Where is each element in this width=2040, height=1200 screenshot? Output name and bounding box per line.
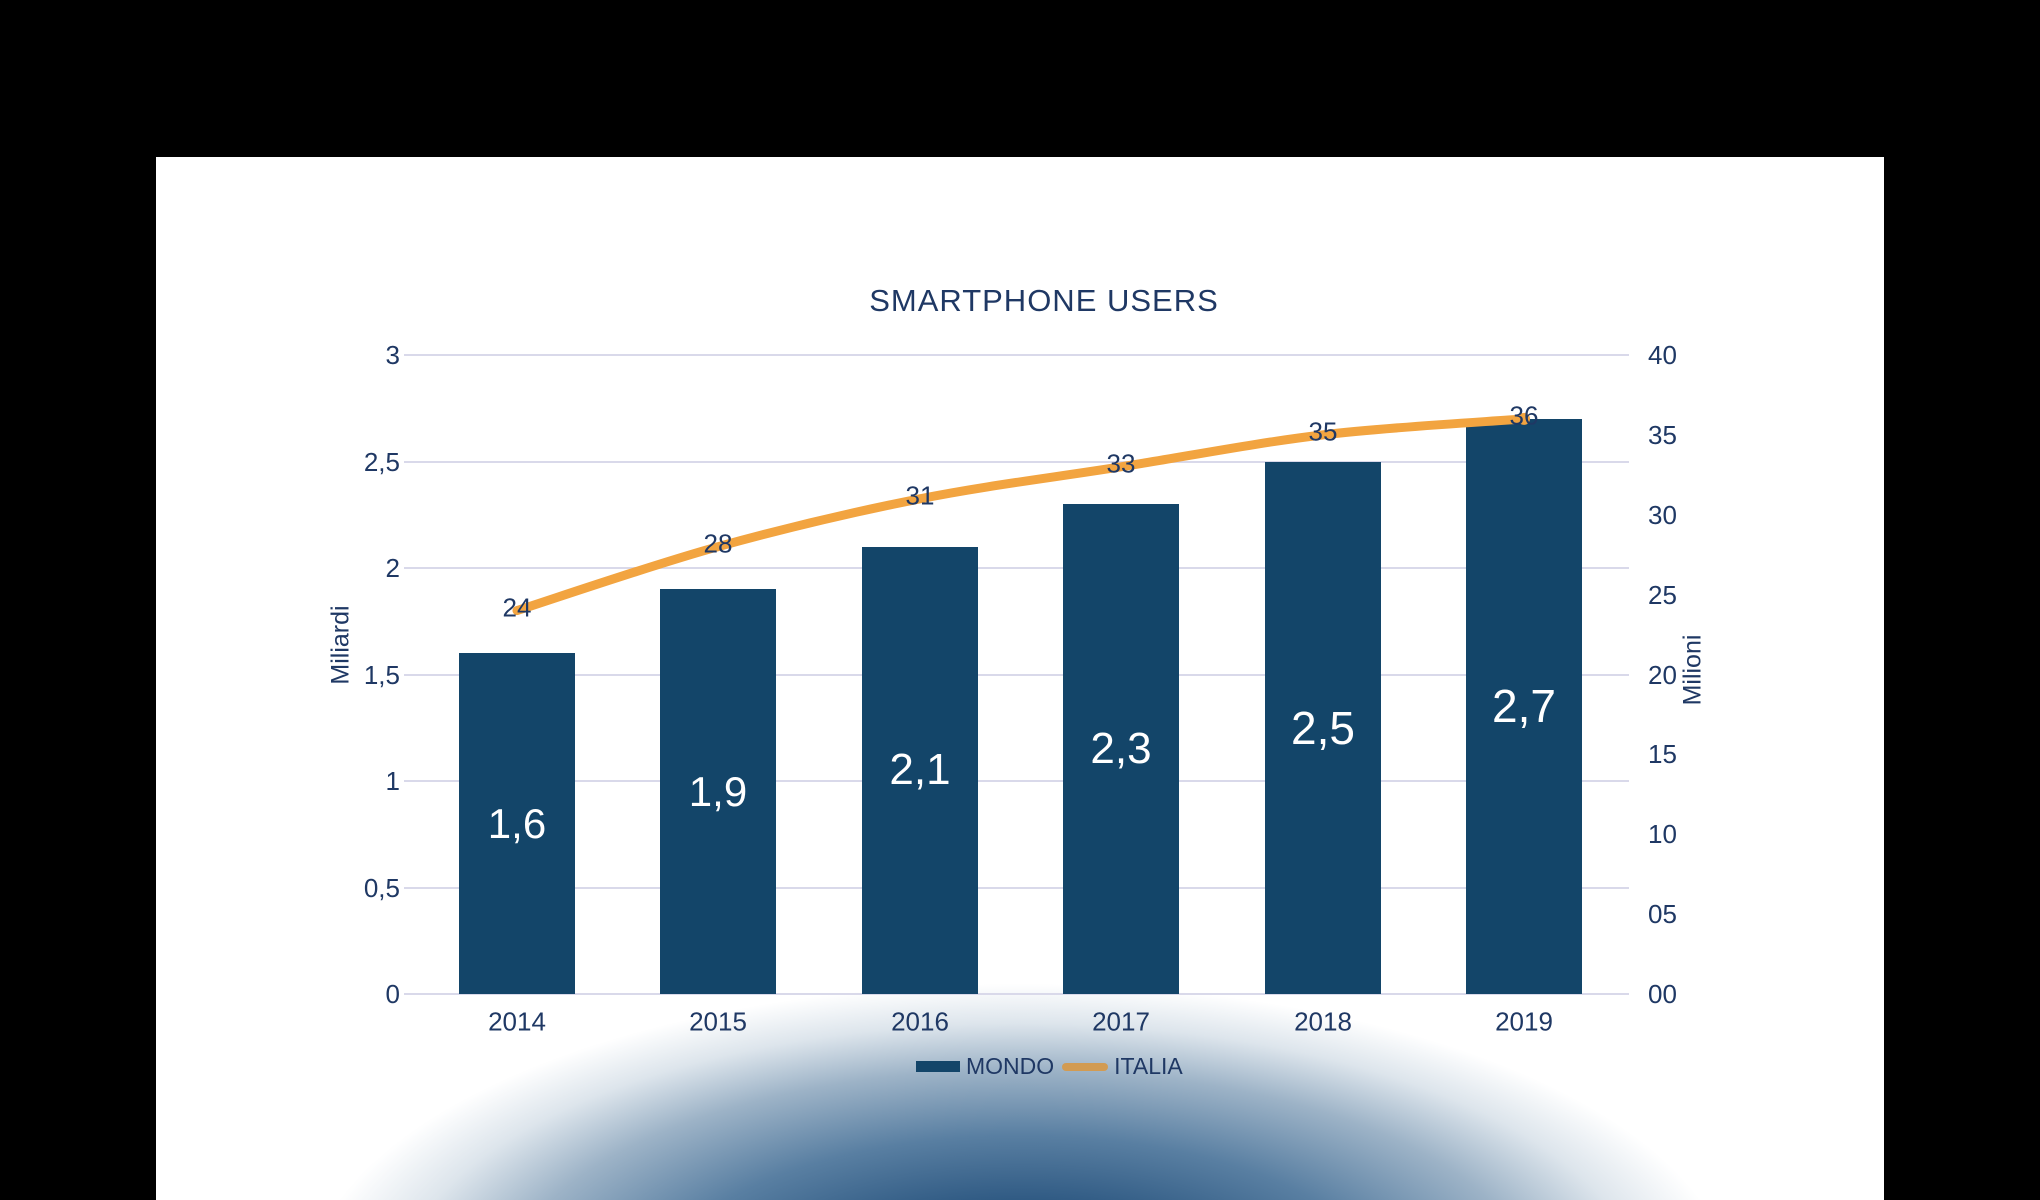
right-axis-tick-label: 00 <box>1648 979 1677 1009</box>
bar-2015: 1,9 <box>660 589 776 994</box>
legend-bar-swatch <box>916 1061 960 1072</box>
x-axis-label-2015: 2015 <box>689 1006 747 1037</box>
chart-legend: MONDO ITALIA <box>916 1055 1183 1078</box>
right-axis-tick-label: 35 <box>1648 419 1677 450</box>
right-axis-tick-label: 25 <box>1648 579 1677 610</box>
left-axis-tick-label: 1 <box>385 766 400 796</box>
plot-area: 3 2,5 2 1,5 1 0,5 0 40 35 30 25 20 15 10 05 00 1,6 1,9 2,1… <box>156 157 1884 1200</box>
chart-title: SMARTPHONE USERS <box>869 283 1219 318</box>
line-series-path <box>512 414 1529 616</box>
line-point-label-2018: 35 <box>1308 416 1338 447</box>
left-axis-tick-label: 2,5 <box>363 446 400 477</box>
bar-2018: 2,5 <box>1265 461 1381 994</box>
legend-label: ITALIA <box>1114 1053 1183 1079</box>
x-axis-label-2018: 2018 <box>1294 1006 1352 1037</box>
bar-value-label: 2,7 <box>1492 680 1556 733</box>
left-axis-tick-label: 3 <box>385 340 400 370</box>
gridline <box>404 460 1629 463</box>
x-axis-label-2019: 2019 <box>1495 1006 1553 1037</box>
left-axis-tick-label: 0,5 <box>363 872 400 903</box>
bar-2017: 2,3 <box>1063 504 1179 994</box>
gridline <box>404 673 1629 676</box>
presentation-slide: SMARTPHONE USERS Miliardi Milioni 3 2,5 2 1… <box>156 157 1884 1200</box>
gridline <box>404 567 1629 569</box>
legend-line-swatch <box>1062 1062 1109 1071</box>
right-axis-tick-label: 15 <box>1648 739 1677 770</box>
bar-2019: 2,7 <box>1466 418 1582 994</box>
line-end-marker <box>1518 412 1530 425</box>
bar-2014: 1,6 <box>459 653 575 994</box>
line-point-label-2017: 33 <box>1106 448 1136 479</box>
gridline <box>404 993 1629 995</box>
x-axis-label-2017: 2017 <box>1092 1006 1150 1037</box>
gridline <box>404 886 1629 889</box>
right-axis-tick-label: 40 <box>1648 340 1677 370</box>
line-point-label-2016: 31 <box>905 480 935 511</box>
x-axis-label-2014: 2014 <box>488 1006 546 1037</box>
legend-item-italia: ITALIA <box>1062 1055 1183 1078</box>
legend-item-mondo: MONDO <box>916 1055 1054 1078</box>
right-axis-tick-label: 05 <box>1648 899 1677 930</box>
legend-label: MONDO <box>966 1053 1055 1079</box>
left-axis-tick-label: 0 <box>385 979 400 1009</box>
bar-2016: 2,1 <box>862 546 978 994</box>
line-point-label-2014: 24 <box>502 592 532 623</box>
bar-value-label: 1,9 <box>688 767 748 815</box>
right-axis-tick-label: 30 <box>1648 499 1677 530</box>
bar-value-label: 2,5 <box>1291 701 1355 754</box>
italia-line-chart <box>512 412 1530 616</box>
right-axis-tick-label: 10 <box>1648 819 1677 850</box>
left-axis-tick-label: 1,5 <box>363 659 400 690</box>
left-axis-tick-label: 2 <box>385 553 400 583</box>
line-point-label-2015: 28 <box>703 528 733 559</box>
x-axis-label-2016: 2016 <box>891 1006 949 1037</box>
gridline <box>404 780 1629 782</box>
gridline <box>404 354 1629 356</box>
bar-value-label: 2,3 <box>1090 724 1152 774</box>
bar-value-label: 1,6 <box>487 799 547 847</box>
bar-value-label: 2,1 <box>889 745 951 795</box>
right-axis-tick-label: 20 <box>1648 659 1677 690</box>
line-point-label-2019: 36 <box>1509 400 1539 431</box>
